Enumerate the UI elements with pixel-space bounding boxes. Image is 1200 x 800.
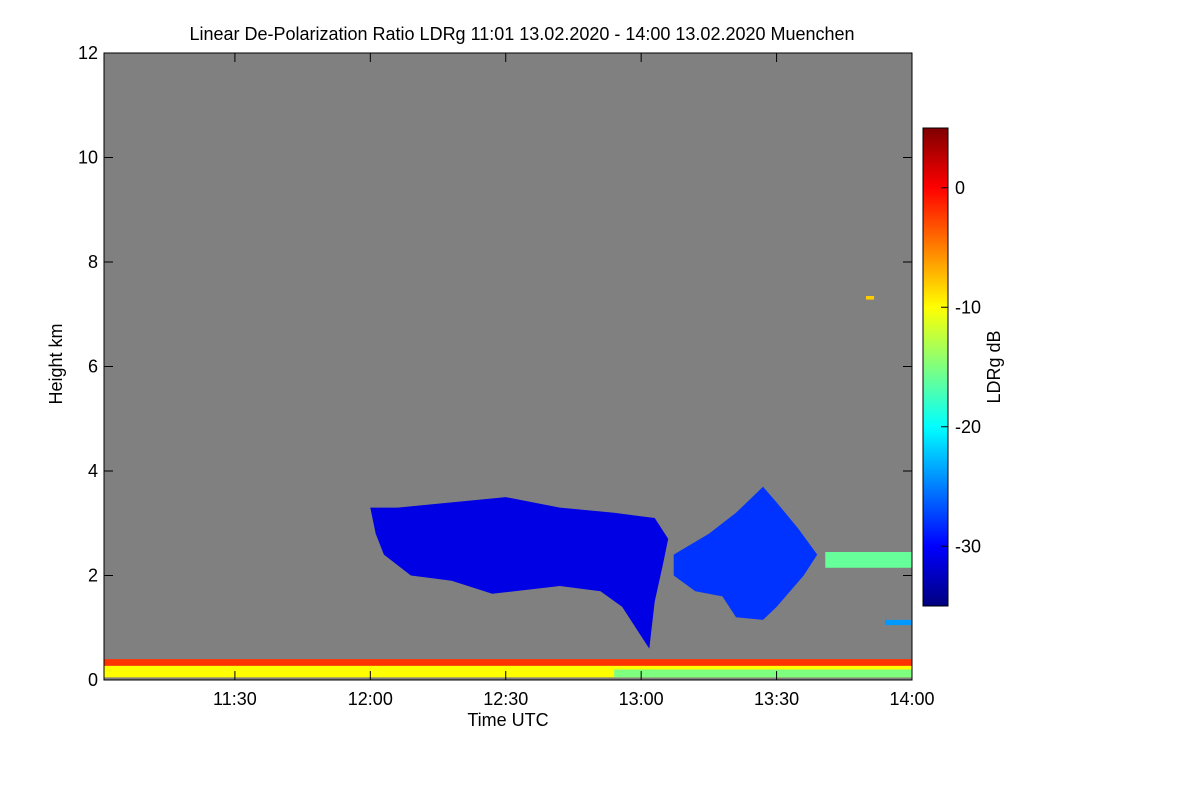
plot-area	[103, 52, 913, 681]
x-tick-label: 13:00	[619, 689, 664, 709]
x-tick-label: 13:30	[754, 689, 799, 709]
y-tick-label: 10	[78, 148, 98, 168]
colorbar-ticks: 0 -10 -20 -30	[941, 178, 981, 556]
cloud-main	[370, 497, 669, 649]
y-tick-label: 6	[88, 357, 98, 377]
x-axis: 11:30 12:00 12:30 13:00 13:30 14:00	[213, 53, 935, 709]
colorbar-tick-label: -30	[955, 536, 981, 556]
x-tick-label: 14:00	[889, 689, 934, 709]
y-tick-label: 8	[88, 252, 98, 272]
x-tick-label: 11:30	[213, 689, 257, 709]
colorbar-tick-label: -20	[955, 417, 981, 437]
boundary-layer-green	[614, 669, 912, 678]
x-tick-label: 12:30	[483, 689, 528, 709]
data-features	[104, 296, 912, 678]
colorbar-label: LDRg dB	[984, 330, 1004, 403]
chart-title: Linear De-Polarization Ratio LDRg 11:01 …	[189, 24, 854, 44]
colorbar-bar	[922, 127, 949, 607]
y-axis-label: Height km	[46, 323, 66, 404]
y-tick-label: 4	[88, 461, 98, 481]
speckle-7km	[866, 296, 875, 300]
y-axis: 0 2 4 6 8 10 12	[78, 43, 912, 690]
colorbar: 0 -10 -20 -30 LDRg dB	[922, 127, 1004, 607]
layer-east-1km	[884, 619, 912, 626]
x-tick-label: 12:00	[348, 689, 393, 709]
boundary-layer-red	[104, 659, 912, 666]
colorbar-tick-label: -10	[955, 297, 981, 317]
cloud-east	[673, 486, 818, 620]
x-axis-label: Time UTC	[467, 710, 548, 730]
colorbar-tick-label: 0	[955, 178, 965, 198]
y-tick-label: 2	[88, 566, 98, 586]
y-tick-label: 0	[88, 670, 98, 690]
layer-east-2km	[825, 552, 912, 568]
y-tick-label: 12	[78, 43, 98, 63]
